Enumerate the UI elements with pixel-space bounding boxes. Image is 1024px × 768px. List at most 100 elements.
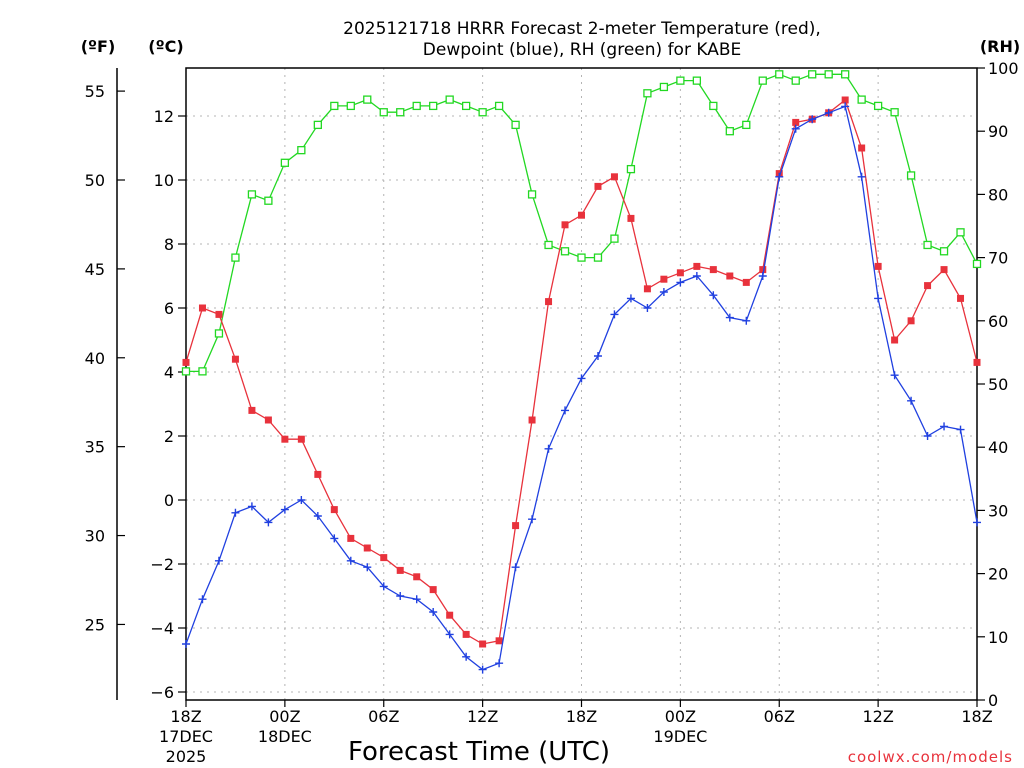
dewpoint-point xyxy=(429,608,438,616)
rh-point xyxy=(857,95,866,104)
rh-point xyxy=(841,70,850,79)
celsius-tick-label: 6 xyxy=(164,299,174,318)
temperature-point xyxy=(248,406,256,414)
rh-point xyxy=(626,164,636,174)
temperature-point xyxy=(429,586,437,594)
fahrenheit-ticks: 25 30 35 40 45 50 55 xyxy=(85,82,125,634)
temperature-point xyxy=(231,355,239,363)
rh-tick-label: 100 xyxy=(988,59,1019,78)
celsius-ticks: −6 −4 −2 0 2 4 6 8 10 12 xyxy=(150,107,186,702)
temperature-point xyxy=(462,630,470,638)
x-tick-year-label: 2025 xyxy=(166,747,207,766)
celsius-tick-label: 2 xyxy=(164,427,174,446)
celsius-tick-label: −4 xyxy=(150,619,174,638)
rh-tick-label: 40 xyxy=(988,438,1008,457)
dewpoint-point xyxy=(791,124,800,133)
x-axis-title: Forecast Time (UTC) xyxy=(348,737,610,767)
dewpoint-point xyxy=(841,102,850,111)
rh-point xyxy=(478,108,487,117)
rh-unit-label: (RH) xyxy=(980,37,1020,56)
rh-point xyxy=(742,120,751,130)
dewpoint-point xyxy=(330,534,339,543)
temperature-point xyxy=(693,262,701,270)
dewpoint-point xyxy=(264,518,273,527)
rh-point xyxy=(659,82,669,92)
dewpoint-point xyxy=(445,630,454,639)
rh-tick-label: 10 xyxy=(988,628,1008,647)
rh-point xyxy=(939,247,949,256)
dewpoint-point xyxy=(462,652,471,661)
temperature-point xyxy=(512,522,520,530)
temperature-point xyxy=(726,272,734,280)
rh-point xyxy=(593,253,603,262)
temperature-point xyxy=(281,435,289,443)
rh-point xyxy=(972,259,982,269)
dewpoint-point xyxy=(412,595,421,604)
rh-point xyxy=(461,101,471,111)
temperature-point xyxy=(314,470,322,478)
celsius-tick-label: −2 xyxy=(150,555,174,574)
dewpoint-point xyxy=(676,278,685,287)
celsius-unit-label: (ºC) xyxy=(148,37,183,56)
x-tick-label: 00Z xyxy=(665,707,696,726)
x-tick-label: 06Z xyxy=(368,707,399,726)
rh-point xyxy=(231,253,240,262)
fahrenheit-tick-label: 40 xyxy=(85,349,105,368)
fahrenheit-tick-label: 45 xyxy=(85,260,105,279)
rh-point xyxy=(181,367,191,376)
x-tick-label: 18Z xyxy=(170,707,201,726)
dewpoint-point xyxy=(890,371,899,380)
temperature-point xyxy=(380,554,388,562)
rh-tick-label: 60 xyxy=(988,312,1008,331)
temperature-point xyxy=(660,275,668,283)
rh-point xyxy=(544,240,553,250)
celsius-tick-label: 10 xyxy=(154,171,174,190)
dewpoint-point xyxy=(182,640,190,648)
rh-tick-label: 80 xyxy=(988,185,1008,204)
temperature-point xyxy=(973,358,981,366)
temperature-point xyxy=(545,298,553,306)
fahrenheit-tick-label: 25 xyxy=(85,615,105,634)
dewpoint-point xyxy=(297,496,306,504)
temperature-point xyxy=(396,566,404,574)
rh-point xyxy=(890,108,899,117)
rh-point xyxy=(313,120,322,130)
rh-point xyxy=(692,76,702,85)
temperature-point xyxy=(610,173,618,181)
dewpoint-point xyxy=(313,512,322,520)
rh-point xyxy=(412,101,421,111)
dewpoint-point xyxy=(610,310,619,319)
rh-ticks: 0 10 20 30 40 50 60 70 80 90 100 xyxy=(977,59,1019,710)
celsius-tick-label: −6 xyxy=(150,683,174,702)
fahrenheit-tick-label: 55 xyxy=(85,82,105,101)
temperature-point xyxy=(940,266,948,274)
temperature-point xyxy=(198,304,206,312)
celsius-tick-label: 0 xyxy=(164,491,174,510)
rh-point xyxy=(198,367,207,376)
rh-tick-label: 50 xyxy=(988,375,1008,394)
rh-tick-label: 20 xyxy=(988,565,1008,584)
temperature-point xyxy=(264,416,272,424)
dewpoint-point xyxy=(577,374,586,383)
temperature-point xyxy=(676,269,684,277)
rh-point xyxy=(906,171,916,180)
rh-point xyxy=(709,101,718,111)
rh-point xyxy=(775,70,784,79)
gridlines xyxy=(186,68,977,700)
chart-title-line-1: 2025121718 HRRR Forecast 2-meter Tempera… xyxy=(343,19,821,39)
rh-point xyxy=(379,108,388,117)
temperature-point xyxy=(330,506,338,514)
series-dewpoint xyxy=(182,102,981,674)
rh-point xyxy=(956,228,965,237)
temperature-point xyxy=(841,96,849,104)
rh-point xyxy=(445,95,454,104)
fahrenheit-tick-label: 35 xyxy=(85,438,105,457)
rh-tick-label: 90 xyxy=(988,122,1008,141)
dewpoint-point xyxy=(742,316,751,325)
rh-point xyxy=(758,76,767,85)
temperature-point xyxy=(627,214,635,222)
temperature-point xyxy=(643,285,651,293)
rh-point xyxy=(527,190,537,199)
